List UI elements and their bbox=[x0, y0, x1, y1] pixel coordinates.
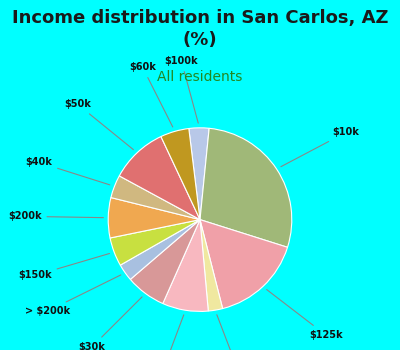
Wedge shape bbox=[161, 128, 200, 220]
Wedge shape bbox=[200, 128, 292, 247]
Text: $40k: $40k bbox=[25, 158, 110, 185]
Wedge shape bbox=[189, 128, 209, 220]
Text: $20k: $20k bbox=[217, 315, 254, 350]
Wedge shape bbox=[119, 136, 200, 220]
Text: $30k: $30k bbox=[78, 297, 142, 350]
Text: $75k: $75k bbox=[147, 315, 184, 350]
Text: $50k: $50k bbox=[64, 99, 133, 150]
Text: Income distribution in San Carlos, AZ
(%): Income distribution in San Carlos, AZ (%… bbox=[12, 9, 388, 49]
Wedge shape bbox=[111, 176, 200, 220]
Wedge shape bbox=[163, 220, 208, 312]
Text: $200k: $200k bbox=[8, 211, 103, 221]
Wedge shape bbox=[108, 197, 200, 238]
Wedge shape bbox=[120, 220, 200, 279]
Text: $60k: $60k bbox=[129, 62, 173, 127]
Text: $10k: $10k bbox=[281, 127, 359, 167]
Text: > $200k: > $200k bbox=[25, 275, 121, 316]
Text: $150k: $150k bbox=[18, 253, 110, 280]
Wedge shape bbox=[200, 220, 288, 309]
Text: $125k: $125k bbox=[267, 289, 342, 340]
Text: All residents: All residents bbox=[157, 70, 243, 84]
Wedge shape bbox=[110, 220, 200, 265]
Wedge shape bbox=[130, 220, 200, 303]
Text: $100k: $100k bbox=[165, 56, 198, 123]
Wedge shape bbox=[200, 220, 223, 311]
